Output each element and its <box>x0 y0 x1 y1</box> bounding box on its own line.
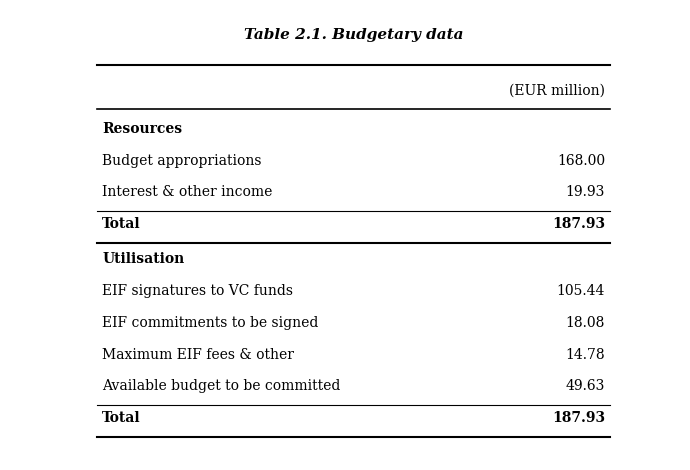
Text: Table 2.1. Budgetary data: Table 2.1. Budgetary data <box>244 28 464 42</box>
Text: 105.44: 105.44 <box>557 284 605 298</box>
Text: Maximum EIF fees & other: Maximum EIF fees & other <box>102 348 295 361</box>
Text: Utilisation: Utilisation <box>102 252 184 266</box>
Text: Total: Total <box>102 217 141 231</box>
Text: Total: Total <box>102 411 141 425</box>
Text: EIF signatures to VC funds: EIF signatures to VC funds <box>102 284 293 298</box>
Text: 14.78: 14.78 <box>565 348 605 361</box>
Text: Resources: Resources <box>102 122 182 136</box>
Text: 187.93: 187.93 <box>552 411 605 425</box>
Text: 19.93: 19.93 <box>566 186 605 199</box>
Text: (EUR million): (EUR million) <box>509 84 605 98</box>
Text: 49.63: 49.63 <box>566 379 605 393</box>
Text: 187.93: 187.93 <box>552 217 605 231</box>
Text: Available budget to be committed: Available budget to be committed <box>102 379 341 393</box>
Text: EIF commitments to be signed: EIF commitments to be signed <box>102 316 319 330</box>
Text: Interest & other income: Interest & other income <box>102 186 273 199</box>
Text: Budget appropriations: Budget appropriations <box>102 154 262 168</box>
Text: 168.00: 168.00 <box>557 154 605 168</box>
Text: 18.08: 18.08 <box>566 316 605 330</box>
